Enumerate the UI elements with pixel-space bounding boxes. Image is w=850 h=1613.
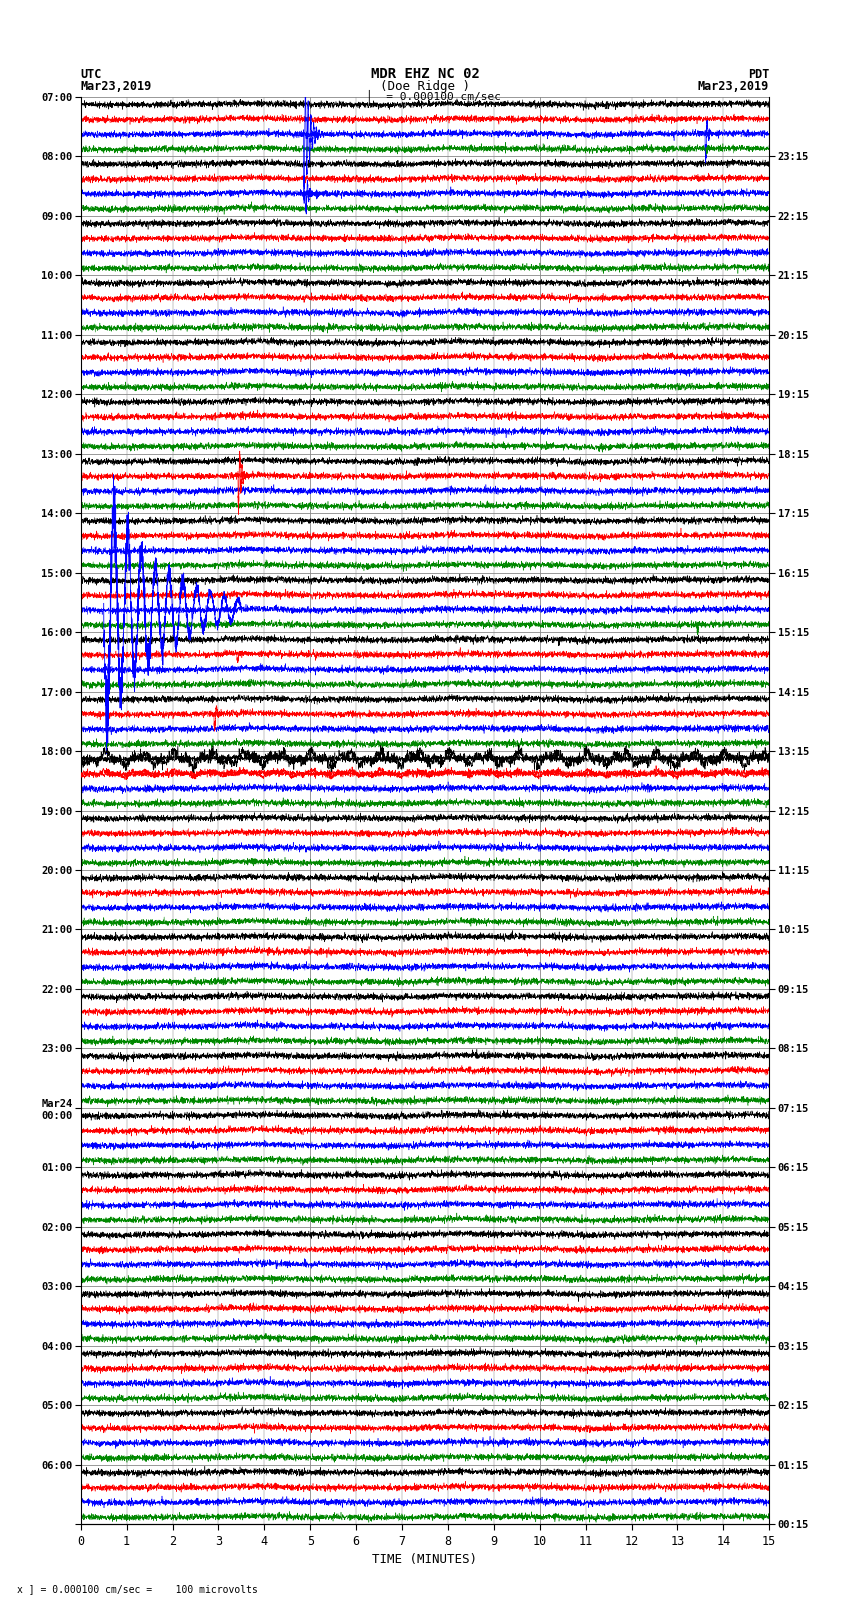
Text: Mar23,2019: Mar23,2019 xyxy=(81,79,152,92)
Text: Mar23,2019: Mar23,2019 xyxy=(698,79,769,92)
Text: PDT: PDT xyxy=(748,68,769,82)
X-axis label: TIME (MINUTES): TIME (MINUTES) xyxy=(372,1553,478,1566)
Text: │  = 0.000100 cm/sec: │ = 0.000100 cm/sec xyxy=(366,90,501,103)
Text: (Doe Ridge ): (Doe Ridge ) xyxy=(380,79,470,92)
Text: x ] = 0.000100 cm/sec =    100 microvolts: x ] = 0.000100 cm/sec = 100 microvolts xyxy=(17,1584,258,1594)
Text: MDR EHZ NC 02: MDR EHZ NC 02 xyxy=(371,68,479,82)
Text: UTC: UTC xyxy=(81,68,102,82)
